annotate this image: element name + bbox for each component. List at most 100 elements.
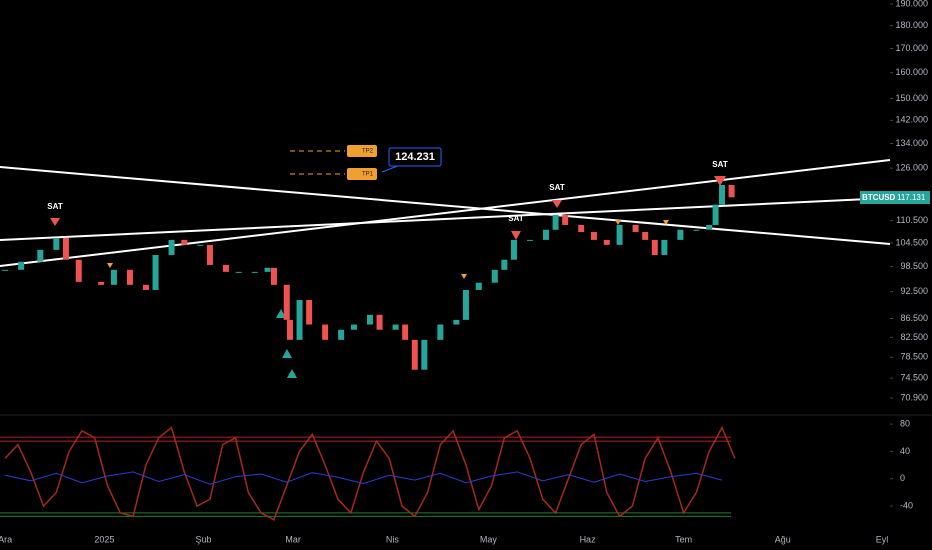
x-tick-label: 2025 <box>94 534 114 544</box>
y-tick-label: 80 <box>900 418 910 428</box>
targets: TP2 TP1 124.231 <box>290 145 442 180</box>
minor-signal <box>663 220 669 225</box>
target-label: TP1 <box>362 172 374 178</box>
y-tick-label: 104.500 <box>895 237 928 247</box>
y-tick-label: 134.000 <box>895 138 928 148</box>
candle <box>590 231 597 240</box>
sell-signal <box>552 200 562 208</box>
y-tick-label: 0 <box>900 473 905 483</box>
oscillator-line <box>4 425 736 521</box>
candle <box>181 239 188 245</box>
candle <box>542 229 549 240</box>
y-tick-label: 78.500 <box>900 352 928 362</box>
candle <box>578 224 585 232</box>
target-label: TP2 <box>362 149 374 155</box>
x-tick-label: Ağu <box>775 534 791 544</box>
candle <box>197 244 204 246</box>
candle <box>526 239 533 241</box>
candle <box>53 237 60 250</box>
candle <box>437 324 444 340</box>
candle <box>283 284 290 320</box>
sell-signal <box>50 218 60 226</box>
x-tick-label: Nis <box>386 534 399 544</box>
candle <box>62 237 69 260</box>
buy-signal <box>287 369 297 378</box>
x-tick-label: Haz <box>580 534 597 544</box>
x-tick-label: Mar <box>285 534 301 544</box>
y-tick-label: 180.000 <box>895 20 928 30</box>
x-tick-label: Şub <box>196 534 212 544</box>
candle <box>642 231 649 240</box>
candle <box>501 259 508 270</box>
candle <box>152 254 159 290</box>
candle <box>693 229 700 231</box>
candle <box>632 224 639 232</box>
y-tick-label: 126.000 <box>895 163 928 173</box>
candle <box>350 324 357 330</box>
signal-label: SAT <box>47 202 63 211</box>
candle <box>552 214 559 230</box>
candle <box>376 314 383 330</box>
candle <box>296 299 303 340</box>
x-tick-label: Tem <box>675 534 692 544</box>
candle <box>475 282 482 290</box>
candle <box>603 239 610 245</box>
candle <box>453 319 460 325</box>
y-tick-label: 190.000 <box>895 0 928 8</box>
sell-signal <box>511 231 521 240</box>
y-tick-label: 70.900 <box>900 392 928 402</box>
candle <box>616 224 623 245</box>
sell-signal <box>714 176 726 186</box>
candle <box>270 267 277 285</box>
x-tick-label: May <box>480 534 498 544</box>
candle <box>402 324 409 340</box>
signal-label: SAT <box>508 214 524 223</box>
candle <box>562 214 569 225</box>
signal-label: SAT <box>549 183 565 192</box>
signal-label: SAT <box>712 160 728 169</box>
callout-box <box>388 147 442 167</box>
candle <box>18 261 25 270</box>
candle <box>2 269 9 271</box>
signals: SAT SAT SAT SAT <box>47 160 728 378</box>
y-tick-label: 150.000 <box>895 93 928 103</box>
minor-signal <box>615 220 621 225</box>
y-tick-label: 40 <box>900 446 910 456</box>
y-tick-label: 82.500 <box>900 332 928 342</box>
candle <box>98 281 105 285</box>
candle <box>306 299 313 325</box>
trend-line <box>0 166 891 245</box>
candle <box>392 324 399 330</box>
candle <box>706 224 713 230</box>
candle <box>110 269 117 285</box>
candle <box>75 259 82 282</box>
y-tick-label: 74.500 <box>900 373 928 383</box>
minor-signal <box>461 274 467 279</box>
candle <box>510 239 517 260</box>
last-price-box <box>860 191 930 204</box>
candle <box>651 239 658 255</box>
candle <box>142 284 149 290</box>
candle <box>462 289 469 320</box>
candle <box>264 267 271 272</box>
trend-line <box>0 197 891 241</box>
target-box <box>347 168 377 180</box>
x-tick-label: Eyl <box>876 534 889 544</box>
candle <box>421 339 428 370</box>
candle <box>37 249 44 262</box>
last-price-label: 117.131 <box>897 193 926 202</box>
candle <box>338 329 345 340</box>
candle <box>728 184 735 198</box>
trend-line <box>0 159 891 267</box>
candle <box>712 204 719 225</box>
candle <box>168 239 175 255</box>
candle <box>322 324 329 340</box>
candle <box>491 269 498 283</box>
candle <box>235 271 242 273</box>
trend-lines <box>0 159 891 267</box>
y-tick-label: 160.000 <box>895 67 928 77</box>
target-box <box>347 145 377 157</box>
x-tick-label: Ara <box>0 534 12 544</box>
buy-signal <box>282 349 292 358</box>
